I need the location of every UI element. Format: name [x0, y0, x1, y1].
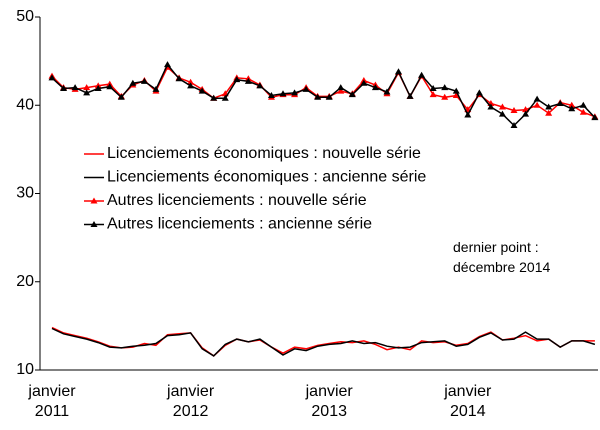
point [302, 85, 310, 92]
point [210, 94, 218, 101]
point [140, 77, 148, 84]
legend-marker [90, 197, 98, 204]
point [48, 74, 56, 81]
point [83, 89, 91, 96]
x-tick-label: janvier 2012 [167, 383, 215, 420]
point [337, 84, 345, 91]
point [418, 71, 426, 78]
point [117, 93, 125, 100]
point [498, 110, 506, 117]
point [279, 90, 287, 97]
point [164, 61, 171, 68]
point [568, 101, 576, 108]
point [441, 93, 449, 100]
point [106, 83, 114, 90]
point [498, 103, 506, 110]
point [522, 110, 530, 117]
y-tick-label: 30 [16, 185, 34, 202]
point [568, 105, 576, 112]
point [175, 75, 183, 82]
series-line [51, 326, 595, 357]
point [291, 89, 299, 96]
point [591, 114, 599, 121]
y-tick-label: 10 [16, 361, 34, 378]
point [187, 78, 195, 85]
annotation: dernier point : décembre 2014 [453, 239, 551, 275]
point [314, 93, 322, 100]
y-tick-label: 20 [16, 273, 34, 290]
point [152, 85, 160, 92]
x-tick-label: janvier 2011 [28, 383, 76, 420]
point [129, 79, 137, 86]
point [71, 84, 79, 91]
point [383, 88, 391, 95]
point [533, 95, 541, 102]
point [545, 109, 553, 116]
legend-label: Licenciements économiques : ancienne sér… [107, 169, 426, 186]
point [233, 76, 241, 83]
point [556, 99, 564, 106]
legend-label: Licenciements économiques : nouvelle sér… [107, 145, 421, 162]
point [510, 122, 518, 129]
point [579, 108, 587, 115]
point [244, 77, 252, 84]
point [475, 89, 483, 96]
series-line [51, 327, 596, 357]
point [221, 94, 229, 101]
y-tick-label: 50 [16, 8, 34, 25]
y-tick-label: 40 [16, 96, 34, 113]
point [464, 111, 472, 118]
point [452, 87, 460, 94]
point [429, 91, 437, 98]
point [487, 103, 495, 110]
legend-label: Autres licenciements : nouvelle série [107, 192, 367, 209]
series-line [51, 63, 596, 127]
point [545, 103, 553, 110]
legend-label: Autres licenciements : ancienne série [107, 216, 372, 233]
point [510, 107, 518, 114]
point [337, 87, 345, 94]
point [94, 84, 102, 91]
point [256, 82, 264, 89]
point [83, 84, 91, 91]
legend-marker [90, 221, 98, 227]
point [429, 84, 437, 91]
point [452, 92, 460, 99]
point [325, 93, 333, 100]
point [406, 92, 414, 99]
x-tick-label: janvier 2013 [305, 383, 353, 420]
point [60, 84, 68, 91]
point [187, 82, 195, 89]
point [267, 92, 275, 99]
point [348, 91, 356, 98]
point [441, 84, 449, 91]
point [360, 79, 368, 86]
point [198, 87, 206, 94]
point [371, 84, 379, 91]
x-tick-label: janvier 2014 [444, 383, 492, 420]
point [579, 101, 587, 108]
point [395, 68, 402, 75]
point [533, 101, 541, 108]
